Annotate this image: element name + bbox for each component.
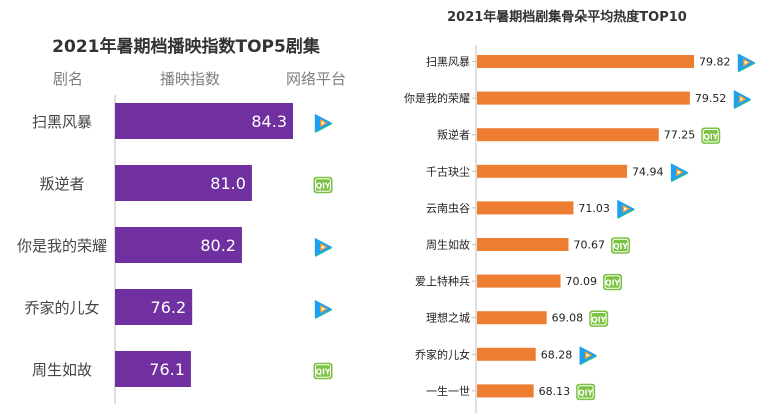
tencent-video-icon (733, 90, 752, 110)
right-category-label: 理想之城 (426, 311, 470, 325)
iqiyi-icon: QIY (313, 176, 333, 194)
left-bar (115, 227, 242, 263)
iqiyi-icon: QIY (610, 237, 630, 254)
left-bar (115, 289, 193, 325)
right-category-label: 爱上特种兵 (415, 274, 470, 288)
right-category-label: 云南虫谷 (426, 202, 470, 215)
right-category-label: 一生一世 (426, 384, 470, 398)
right-category-label: 你是我的荣耀 (404, 91, 470, 105)
left-chart-title: 2021年暑期档播映指数TOP5剧集 (52, 36, 321, 57)
right-value-label: 70.67 (573, 239, 605, 252)
tencent-video-icon (617, 199, 635, 219)
right-value-label: 71.03 (578, 202, 610, 215)
iqiyi-icon: QIY (603, 273, 623, 291)
iqiyi-icon: QIY (576, 383, 596, 401)
iqiyi-icon: QIY (589, 310, 609, 327)
right-value-label: 77.25 (664, 129, 696, 142)
right-category-label: 叛逆者 (437, 128, 470, 142)
svg-text:QIY: QIY (613, 242, 628, 251)
svg-text:QIY: QIY (316, 182, 331, 191)
tencent-video-icon (737, 53, 756, 73)
tencent-video-icon (579, 346, 598, 366)
right-value-label: 68.13 (539, 385, 571, 398)
right-category-label: 周生如故 (426, 238, 470, 252)
right-bar (477, 164, 628, 178)
left-chart-panel: 2021年暑期档播映指数TOP5剧集 剧名 播映指数 网络平台扫黑风暴 84.3 叛逆者 8… (0, 0, 372, 417)
right-value-label: 79.52 (695, 92, 727, 105)
tencent-video-icon (314, 113, 333, 133)
left-bar (115, 351, 191, 387)
right-value-label: 74.94 (632, 165, 664, 178)
left-value-label: 76.2 (151, 298, 187, 317)
tencent-video-icon (314, 299, 333, 319)
right-bar (477, 128, 659, 142)
left-category-label: 扫黑风暴 (32, 113, 92, 131)
left-header-2: 网络平台 (286, 70, 346, 88)
right-chart: 2021年暑期档剧集骨朵平均热度TOP10 扫黑风暴 79.82 你是我的荣耀 79.5… (404, 9, 756, 413)
right-value-label: 79.82 (699, 56, 731, 69)
right-category-label: 扫黑风暴 (426, 56, 470, 69)
right-value-label: 68.28 (541, 348, 573, 361)
iqiyi-icon: QIY (313, 362, 333, 380)
tencent-video-icon (314, 237, 333, 257)
left-value-label: 84.3 (251, 112, 287, 131)
svg-text:QIY: QIY (703, 132, 718, 141)
svg-text:QIY: QIY (316, 368, 331, 377)
svg-text:QIY: QIY (591, 315, 606, 324)
right-bar (477, 55, 694, 68)
right-chart-title: 2021年暑期档剧集骨朵平均热度TOP10 (447, 9, 687, 25)
right-value-label: 69.08 (552, 312, 584, 325)
left-header-1: 播映指数 (160, 70, 220, 88)
left-category-label: 你是我的荣耀 (17, 237, 107, 255)
left-header-0: 剧名 (53, 70, 83, 88)
right-chart-panel: 2021年暑期档剧集骨朵平均热度TOP10 扫黑风暴 79.82 你是我的荣耀 79.5… (380, 0, 770, 417)
left-category-label: 周生如故 (32, 361, 92, 379)
left-bar (115, 103, 293, 139)
iqiyi-icon: QIY (701, 127, 721, 144)
left-value-label: 76.1 (149, 360, 185, 379)
left-value-label: 81.0 (210, 174, 246, 193)
left-category-label: 叛逆者 (39, 175, 84, 193)
right-bar (477, 274, 561, 288)
right-category-label: 乔家的儿女 (415, 347, 470, 361)
svg-text:QIY: QIY (605, 279, 620, 288)
right-bar (477, 201, 574, 215)
right-value-label: 70.09 (566, 275, 598, 288)
right-bar (477, 91, 690, 105)
left-bar (115, 165, 252, 201)
left-category-label: 乔家的儿女 (24, 299, 99, 317)
right-bar (477, 238, 569, 251)
svg-text:QIY: QIY (578, 389, 593, 398)
right-bar (477, 384, 534, 398)
right-category-label: 千古玦尘 (426, 165, 470, 178)
left-value-label: 80.2 (200, 236, 236, 255)
tencent-video-icon (670, 163, 689, 183)
right-bar (477, 347, 536, 361)
right-bar (477, 311, 547, 325)
